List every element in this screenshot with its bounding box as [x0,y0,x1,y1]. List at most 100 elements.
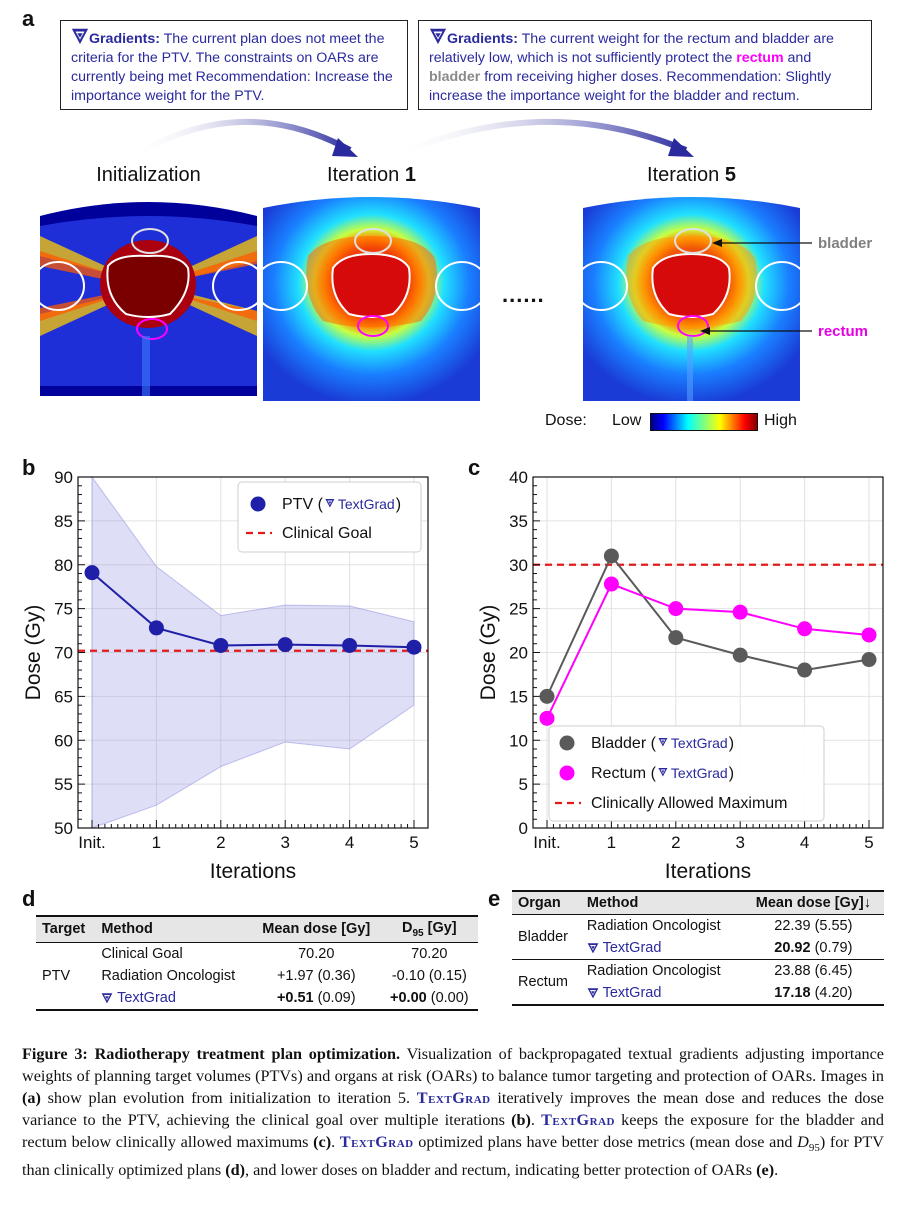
ptv-point [213,637,229,653]
method-cell: TextGrad [581,937,743,960]
table-row: TextGrad 20.92 (0.79) [512,937,884,960]
legend-marker [559,735,575,751]
y-tick-label: 70 [54,644,73,663]
table-header-row: Target Method Mean dose [Gy] D95 [Gy] [36,916,478,943]
x-axis-title: Iterations [665,860,751,883]
y-tick-label: 55 [54,775,73,794]
gradient-box-ptv: Gradients: The current plan does not mee… [60,20,408,110]
d95-cell: 70.20 [411,945,448,962]
rectum-point [732,604,748,620]
y-axis-title: Dose (Gy) [477,605,500,701]
y-tick-label: 35 [509,512,528,531]
method-cell: TextGrad [581,982,743,1005]
col-d95: D95 [Gy] [402,920,457,939]
legend-box [237,481,422,553]
colorbar [650,413,758,431]
colorbar-high: High [764,412,797,429]
col-method: Method [586,895,639,911]
y-tick-label: 25 [509,600,528,619]
legend-marker [559,765,575,781]
confidence-band [91,475,415,829]
gradient-text: from receiving higher doses. Recommendat… [429,69,832,104]
panel-label-d: d [22,886,36,911]
table-row: TextGrad 17.18 (4.20) [512,982,884,1005]
x-tick-label: 4 [800,833,809,852]
y-tick-label: 5 [519,775,528,794]
legend-label-close: ) [396,496,401,513]
ptv-point [406,639,422,655]
table-header-row: Organ Method Mean dose [Gy]↓ [512,891,884,915]
mean-cell: 17.18 (4.20) [774,985,853,1001]
gradient-text: The current plan does not meet the crite… [71,31,393,104]
method-cell: Clinical Goal [101,945,183,962]
title-iteration-5: Iteration 5 [647,164,736,186]
textgrad-icon [429,27,447,45]
panel-label-e: e [488,886,501,911]
y-tick-label: 50 [54,819,73,838]
bladder-point [732,647,748,663]
ptv-point [277,637,293,653]
x-tick-label: 3 [735,833,744,852]
colorbar-label: Dose: [545,412,587,429]
x-tick-label: 3 [280,833,289,852]
mean-cell: +1.97 (0.36) [276,967,356,984]
bladder-point [603,548,619,564]
gradient-box-oar: Gradients: The current weight for the re… [418,20,872,110]
x-tick-label: Init. [533,833,560,852]
legend-marker [250,496,266,512]
table-row: PTV Radiation Oncologist +1.97 (0.36) -0… [36,965,478,987]
table-row: Clinical Goal 70.20 70.20 [36,942,478,965]
rectum-highlight: rectum [736,50,784,66]
organ-pointers [700,239,812,335]
x-tick-label: 2 [216,833,225,852]
rectum-point [668,601,684,617]
y-tick-label: 65 [54,687,73,706]
ellipsis: ...... [502,282,545,307]
dose-map-iteration-5 [583,196,800,413]
legend-label: Rectum ( [591,765,657,782]
mean-cell: 22.39 (5.55) [774,918,853,934]
y-axis-title: Dose (Gy) [22,605,45,701]
method-cell: TextGrad [95,987,252,1010]
organ-cell: Rectum [518,974,568,990]
x-tick-label: 5 [864,833,873,852]
panel-label-c: c [468,455,481,480]
table-e: Organ Method Mean dose [Gy]↓ Bladder Rad… [512,890,884,1006]
arrow-init-to-iter1 [128,119,352,161]
legend-label: Bladder ( [591,735,657,752]
mean-cell: 20.92 (0.79) [774,940,853,956]
y-tick-label: 80 [54,556,73,575]
organ-cell: Bladder [518,929,568,945]
legend-box [548,725,825,822]
bladder-point [539,688,555,704]
col-method: Method [101,921,153,938]
legend-tool-label: TextGrad [671,735,728,751]
x-tick-label: 1 [607,833,616,852]
panel-label-a: a [22,6,35,31]
d95-cell: -0.10 (0.15) [391,967,467,984]
col-organ: Organ [518,895,561,911]
bladder-highlight: bladder [429,69,481,85]
arrow-iter1-to-iter5 [388,118,688,161]
gradient-heading: Gradients: [447,31,518,47]
rectum-point [539,710,555,726]
ptv-line [91,571,415,649]
dose-map-iteration-1 [263,196,480,413]
gradient-heading: Gradients: [89,31,160,47]
bladder-point [797,662,813,678]
textgrad-icon [71,27,89,45]
mean-cell: 23.88 (6.45) [774,963,853,979]
rectum-point [797,621,813,637]
ptv-point [84,565,100,581]
rectum-line [546,582,870,719]
y-tick-label: 85 [54,512,73,531]
textgrad-icon [101,992,113,1004]
x-tick-label: 5 [409,833,418,852]
method-cell: Radiation Oncologist [101,967,236,984]
target-cell: PTV [42,967,71,984]
x-axis-title: Iterations [210,860,296,883]
x-tick-label: Init. [78,833,105,852]
legend-label-close: ) [729,735,734,752]
method-cell: Radiation Oncologist [586,963,721,979]
bladder-line [546,554,870,697]
